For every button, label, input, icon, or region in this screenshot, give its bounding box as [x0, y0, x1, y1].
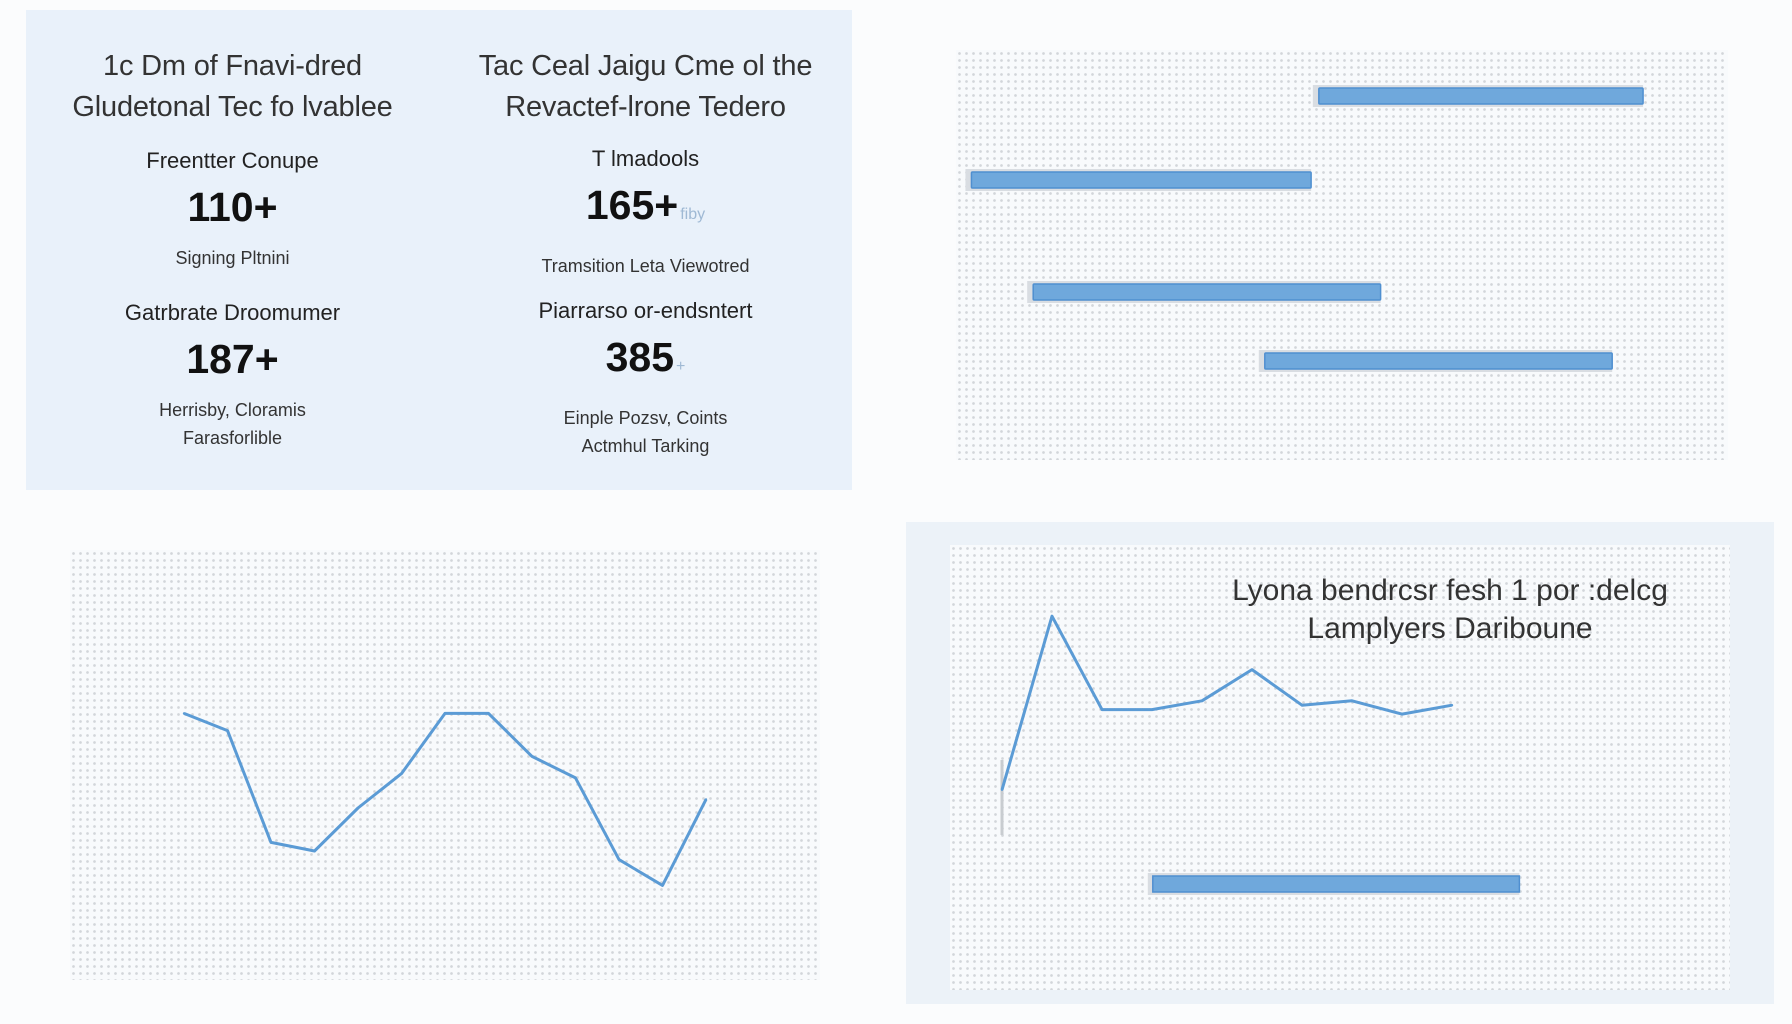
stat-number: 187+	[186, 336, 279, 382]
line-chart-right	[950, 545, 1730, 990]
stat-label: Gatrbrate Droomumer	[124, 300, 341, 325]
stat-card: Gatrbrate Droomumer 187+ Herrisby, Clora…	[26, 300, 439, 452]
range-bar	[1032, 283, 1382, 301]
data-point	[617, 858, 621, 861]
data-point	[226, 729, 229, 732]
data-point	[356, 806, 360, 810]
chart-title-line: Lyona bendrcsr fesh 1 por :delcg	[1232, 574, 1668, 607]
stat-desc-line: Einple Pozsv, Coints	[563, 408, 728, 428]
stat-card: Piarrarso or-endsntert 385 + Einple Pozsv…	[439, 298, 852, 460]
data-point	[574, 776, 577, 780]
chart-title-line: Lamplyers Dariboune	[1307, 612, 1593, 645]
stat-value: 165+ fiby	[439, 182, 852, 238]
stat-desc-line: Actmhul Tarking	[581, 436, 710, 456]
stat-label: T lmadools	[591, 146, 700, 171]
series-line	[1000, 614, 1453, 791]
data-point	[487, 712, 490, 715]
stat-value: 110+	[26, 184, 439, 230]
data-point	[1250, 668, 1254, 671]
title-line: Gludetonal Tec fo lvablee	[72, 91, 393, 123]
stat-label: Piarrarso or-endsntert	[538, 298, 753, 323]
stats-title-left: 1c Dm of Fnavi-dred Gludetonal Tec fo lv…	[26, 46, 439, 128]
range-bar	[1152, 875, 1521, 893]
data-point	[704, 798, 708, 801]
data-point	[443, 712, 447, 715]
stat-suffix: +	[676, 358, 686, 375]
stat-suffix: fiby	[680, 206, 706, 223]
line-chart-right-title: Lyona bendrcsr fesh 1 por :delcg Lamplye…	[1180, 572, 1720, 648]
data-point	[1050, 615, 1054, 618]
data-point	[313, 849, 316, 853]
stat-number: 385	[605, 334, 675, 380]
stats-titles: 1c Dm of Fnavi-dred Gludetonal Tec fo lv…	[26, 46, 852, 128]
stat-desc-line: Tramsition Leta Viewotred	[541, 256, 750, 276]
stat-value: 385 +	[439, 334, 852, 390]
stat-number: 110+	[187, 184, 278, 230]
series-line	[183, 711, 708, 887]
title-line: 1c Dm of Fnavi-dred	[103, 50, 362, 82]
stat-value: 187+	[26, 336, 439, 382]
stats-panel: 1c Dm of Fnavi-dred Gludetonal Tec fo lv…	[26, 10, 852, 490]
data-point	[1350, 699, 1354, 702]
stat-card: T lmadools 165+ fiby Tramsition Leta View…	[439, 146, 852, 280]
stat-desc-line: Signing Pltnini	[175, 248, 290, 268]
data-point	[530, 755, 534, 758]
range-bar	[970, 171, 1312, 189]
title-line: Tac Ceal Jaigu Cme ol the	[478, 50, 813, 82]
range-bar-chart	[956, 50, 1728, 460]
data-point	[1150, 708, 1154, 711]
stat-description: Tramsition Leta Viewotred	[439, 252, 852, 280]
stat-label: Freentter Conupe	[146, 148, 319, 173]
data-point	[1300, 704, 1304, 707]
range-bar	[1264, 352, 1613, 370]
stat-desc-line: Farasforlible	[182, 428, 283, 448]
stat-number: 165+	[585, 182, 679, 228]
range-bar-chart-svg	[965, 85, 1644, 372]
stat-desc-line: Herrisby, Cloramis	[159, 400, 306, 420]
stats-title-right: Tac Ceal Jaigu Cme ol the Revactef-lrone…	[439, 46, 852, 128]
data-point	[400, 772, 403, 775]
stat-description: Signing Pltnini	[26, 244, 439, 272]
data-point	[182, 712, 186, 715]
stat-description: Einple Pozsv, Coints Actmhul Tarking	[439, 404, 852, 460]
data-point	[1400, 712, 1404, 716]
range-bar	[1318, 87, 1644, 105]
line-chart-right-svg	[1000, 614, 1521, 895]
line-chart-left-svg	[182, 711, 708, 887]
data-point	[269, 841, 273, 844]
stat-description: Herrisby, Cloramis Farasforlible	[26, 396, 439, 452]
line-chart-left	[70, 550, 820, 980]
stat-card: Freentter Conupe 110+ Signing Pltnini	[26, 148, 439, 272]
title-line: Revactef-lrone Tedero	[505, 91, 786, 123]
data-point	[1100, 708, 1104, 711]
data-point	[661, 884, 664, 887]
data-point	[1200, 699, 1204, 702]
data-point	[1450, 704, 1454, 707]
data-point	[1000, 788, 1004, 791]
